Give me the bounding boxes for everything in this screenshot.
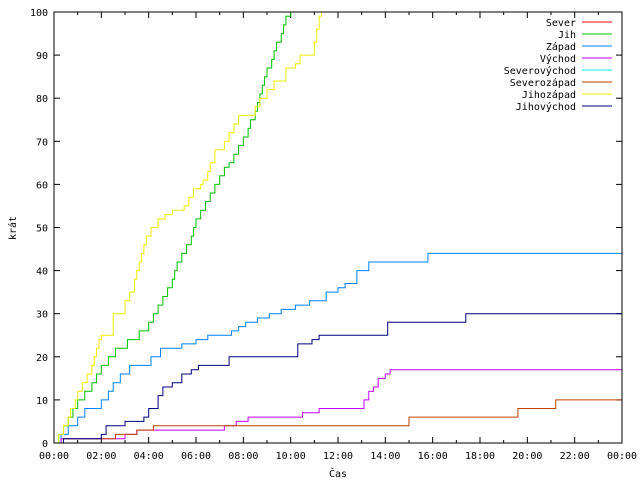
plot-frame: [53, 11, 623, 444]
y-tick-label: 100: [30, 8, 48, 19]
legend: SeverJihZápadVýchodSeverovýchodSeverozáp…: [504, 18, 612, 113]
y-tick-label: 0: [42, 439, 48, 450]
x-tick-label: 00:00: [39, 451, 69, 462]
legend-label: Východ: [540, 53, 576, 65]
series-group: [54, 12, 623, 444]
series-line-Západ: [54, 236, 623, 444]
x-tick-label: 16:00: [418, 451, 448, 462]
legend-label: Sever: [546, 18, 576, 29]
x-tick-label: 18:00: [465, 451, 495, 462]
y-tick-label: 50: [36, 224, 48, 235]
series-line-Jih: [54, 12, 292, 444]
x-tick-label: 10:00: [276, 451, 306, 462]
y-tick-label: 10: [36, 396, 48, 407]
x-tick-label: 12:00: [323, 451, 353, 462]
y-tick-label: 40: [36, 267, 48, 278]
legend-label: Severozápad: [510, 77, 576, 89]
x-axis-label: Čas: [329, 467, 347, 480]
legend-label: Jihovýchod: [516, 101, 576, 113]
series-line-Jihovýchod: [54, 313, 622, 444]
y-tick-label: 90: [36, 51, 48, 62]
x-tick-labels: 00:00 02:00 04:00 06:00 08:00 10:00 12:00 14:00…: [39, 451, 637, 462]
x-tick-label: 22:00: [560, 451, 590, 462]
x-tick-label: 02:00: [86, 451, 116, 462]
y-tick-label: 70: [36, 137, 48, 148]
legend-label: Jih: [558, 30, 576, 41]
series-line-Jihozápad: [54, 12, 322, 444]
legend-label: Jihozápad: [522, 89, 576, 101]
x-tick-label: 04:00: [134, 451, 164, 462]
y-tick-labels: 0 10 20 30 40 50 60 70 80 90 100: [30, 8, 48, 450]
y-tick-label: 20: [36, 353, 48, 364]
series-line-Východ: [54, 369, 622, 444]
x-tick-label: 14:00: [370, 451, 400, 462]
legend-label: Severovýchod: [504, 65, 576, 77]
x-tick-label: 06:00: [181, 451, 211, 462]
series-line-Severozápad: [54, 399, 622, 444]
x-tick-label: 20:00: [512, 451, 542, 462]
y-tick-label: 30: [36, 310, 48, 321]
x-tick-label: 08:00: [228, 451, 258, 462]
y-tick-label: 60: [36, 180, 48, 191]
y-axis-label: krát: [7, 216, 19, 240]
x-tick-label: 00:00: [607, 451, 637, 462]
y-tick-label: 80: [36, 94, 48, 105]
legend-label: Západ: [546, 41, 576, 53]
